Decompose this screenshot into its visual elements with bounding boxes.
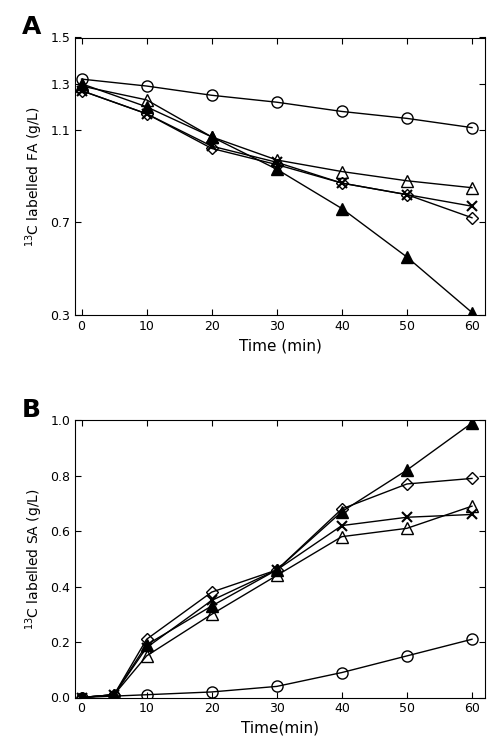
Y-axis label: $^{13}$C labelled SA (g/L): $^{13}$C labelled SA (g/L) [23, 488, 44, 630]
Y-axis label: $^{13}$C labelled FA (g/L): $^{13}$C labelled FA (g/L) [23, 106, 44, 247]
Text: B: B [22, 398, 40, 422]
X-axis label: Time(min): Time(min) [241, 721, 319, 736]
X-axis label: Time (min): Time (min) [238, 338, 322, 353]
Text: A: A [22, 15, 41, 39]
